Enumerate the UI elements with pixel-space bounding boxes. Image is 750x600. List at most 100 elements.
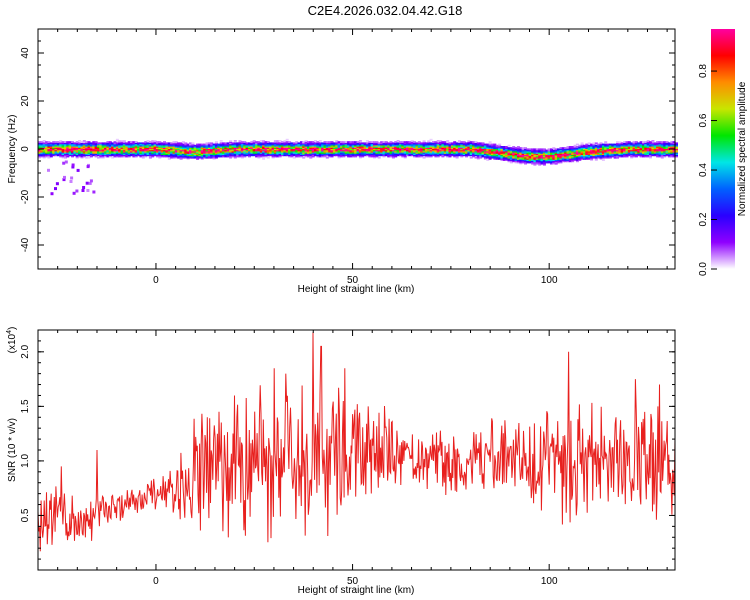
heatmap-cell: [189, 155, 192, 158]
heatmap-cell: [606, 149, 610, 152]
heatmap-cell: [120, 154, 124, 157]
heatmap-cell: [349, 147, 353, 149]
heatmap-cell: [547, 149, 551, 152]
heatmap-cell: [151, 143, 155, 146]
heatmap-cell: [637, 148, 641, 151]
heatmap-cell: [625, 153, 629, 155]
heatmap-cell: [373, 156, 376, 159]
heatmap-cell: [125, 148, 129, 151]
heatmap-cell: [651, 148, 655, 151]
heatmap-cell: [207, 152, 211, 154]
heatmap-cell: [106, 144, 110, 147]
heatmap-cell: [422, 142, 426, 145]
heatmap-cell: [616, 154, 619, 157]
heatmap-cell: [281, 148, 284, 151]
heatmap-cell: [78, 142, 82, 145]
heatmap-cell: [566, 160, 570, 163]
heatmap-cell: [64, 142, 67, 145]
heatmap-cell: [604, 156, 608, 159]
heatmap-cell: [290, 149, 294, 152]
heatmap-cell: [179, 155, 183, 158]
heatmap-cell: [387, 146, 391, 148]
heatmap-cell: [332, 143, 336, 146]
heatmap-cell: [380, 150, 384, 153]
heatmap-cell: [521, 152, 525, 154]
heatmap-cell: [656, 143, 660, 146]
heatmap-cell: [616, 153, 619, 155]
heatmap-cell: [165, 155, 169, 158]
heatmap-cell: [49, 144, 53, 147]
heatmap-cell: [248, 155, 251, 158]
heatmap-cell: [531, 160, 535, 163]
heatmap-cell: [535, 148, 539, 151]
heatmap-cell: [479, 147, 483, 149]
heatmap-cell: [184, 152, 188, 154]
heatmap-cell: [177, 156, 181, 159]
heatmap-cell: [250, 146, 254, 148]
heatmap-cell: [148, 152, 152, 154]
heatmap-cell: [177, 152, 181, 154]
heatmap-cell: [542, 150, 546, 153]
heatmap-cell: [186, 146, 190, 148]
heatmap-cell: [472, 153, 476, 155]
heatmap-cell: [575, 156, 579, 159]
heatmap-cell: [500, 155, 504, 158]
heatmap-cell: [620, 148, 624, 151]
heatmap-cell: [391, 155, 395, 158]
heatmap-cell: [585, 149, 589, 152]
heatmap-cell: [54, 146, 58, 148]
heatmap-cell: [248, 142, 251, 145]
heatmap-cell: [406, 152, 409, 154]
heatmap-cell: [637, 154, 641, 157]
heatmap-cell: [108, 146, 112, 148]
heatmap-cell: [457, 150, 461, 153]
heatmap-cell: [278, 142, 282, 145]
heatmap-cell: [351, 148, 355, 151]
heatmap-cell: [632, 146, 636, 148]
heatmap-cell: [675, 150, 678, 153]
heatmap-cell: [538, 153, 542, 155]
heatmap-cell: [590, 149, 594, 152]
heatmap-cell: [196, 153, 200, 155]
heatmap-cell: [82, 144, 86, 147]
heatmap-cell: [540, 148, 544, 151]
heatmap-cell: [427, 144, 431, 147]
heatmap-cell: [297, 144, 301, 147]
heatmap-cell: [667, 154, 671, 157]
heatmap-cell: [422, 154, 426, 157]
heatmap-cell: [42, 152, 46, 154]
heatmap-cell: [75, 153, 79, 155]
heatmap-cell: [634, 150, 638, 153]
heatmap-cell: [597, 148, 601, 151]
heatmap-cell: [660, 143, 664, 146]
heatmap-cell: [422, 140, 426, 142]
heatmap-cell: [646, 155, 650, 158]
heatmap-cell: [465, 149, 468, 152]
heatmap-cell: [229, 143, 233, 146]
heatmap-cell: [448, 155, 452, 158]
heatmap-cell: [122, 154, 126, 157]
heatmap-cell: [321, 147, 325, 149]
heatmap-cell: [368, 146, 372, 148]
heatmap-cell: [505, 156, 509, 159]
heatmap-cell: [382, 142, 386, 145]
heatmap-cell: [236, 147, 240, 149]
heatmap-cell: [292, 150, 296, 153]
heatmap-cell: [68, 152, 72, 154]
heatmap-cell: [394, 144, 398, 147]
heatmap-cell: [311, 149, 315, 152]
heatmap-cell: [111, 143, 115, 146]
heatmap-cell: [45, 148, 49, 151]
heatmap-cell: [672, 144, 676, 147]
heatmap-cell: [297, 142, 301, 145]
heatmap-cell: [533, 153, 537, 155]
heatmap-cell: [205, 152, 209, 154]
heatmap-cell: [210, 147, 214, 149]
snr-x-ticks: 0 50 100: [37, 330, 668, 587]
heatmap-cell: [245, 143, 249, 146]
heatmap-cell: [597, 156, 601, 159]
heatmap-cell: [434, 155, 438, 158]
heatmap-cell: [288, 143, 292, 146]
heatmap-cell: [387, 142, 391, 145]
heatmap-cell: [439, 152, 443, 154]
